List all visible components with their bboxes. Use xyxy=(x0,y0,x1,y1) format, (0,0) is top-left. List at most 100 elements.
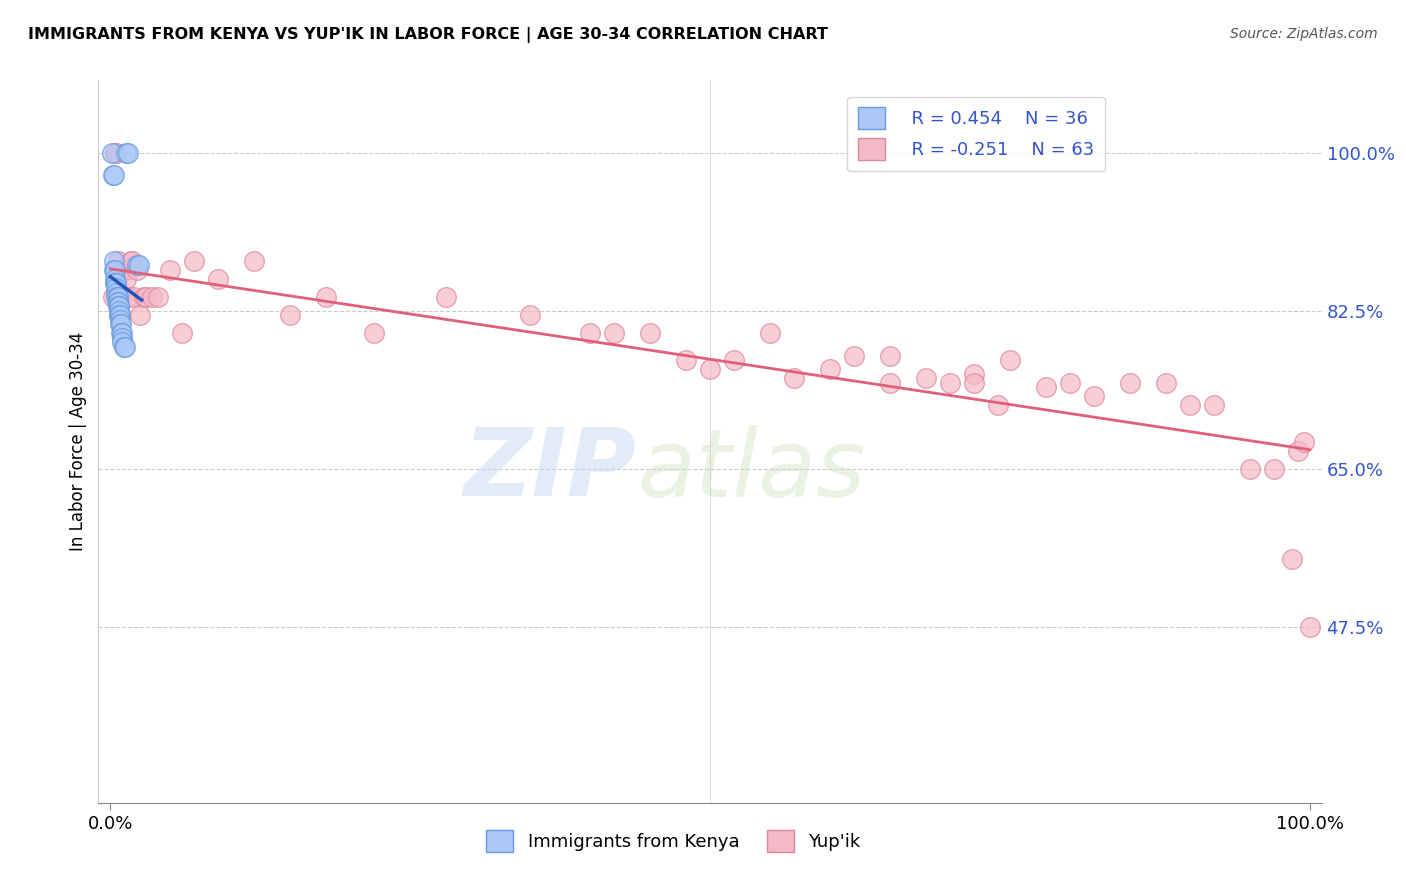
Point xyxy=(111,263,134,277)
Point xyxy=(141,290,163,304)
Point xyxy=(1083,389,1105,403)
Point xyxy=(128,259,150,273)
Point xyxy=(1178,398,1201,412)
Point xyxy=(111,326,134,341)
Point xyxy=(105,290,128,304)
Point xyxy=(172,326,194,341)
Point xyxy=(101,168,124,182)
Point xyxy=(108,317,131,331)
Point xyxy=(108,308,131,322)
Point xyxy=(183,254,205,268)
Point xyxy=(104,277,127,291)
Point xyxy=(207,272,229,286)
Point xyxy=(103,168,125,182)
Point xyxy=(159,263,181,277)
Point xyxy=(108,303,129,318)
Legend: Immigrants from Kenya, Yup'ik: Immigrants from Kenya, Yup'ik xyxy=(479,822,868,859)
Point xyxy=(104,272,127,286)
Point xyxy=(124,290,146,304)
Point xyxy=(115,145,138,160)
Point xyxy=(963,367,986,381)
Point xyxy=(101,290,124,304)
Point xyxy=(107,290,129,304)
Point xyxy=(1239,461,1261,475)
Point xyxy=(107,294,129,309)
Point xyxy=(125,259,148,273)
Point xyxy=(243,254,266,268)
Point xyxy=(1263,461,1285,475)
Point xyxy=(107,294,129,309)
Point xyxy=(987,398,1010,412)
Point xyxy=(1154,376,1177,390)
Point xyxy=(110,290,132,304)
Point xyxy=(759,326,782,341)
Point xyxy=(1059,376,1081,390)
Point xyxy=(104,145,127,160)
Point xyxy=(939,376,962,390)
Point xyxy=(107,290,129,304)
Point xyxy=(100,145,122,160)
Point xyxy=(120,254,142,268)
Point xyxy=(1298,620,1320,634)
Point xyxy=(110,317,132,331)
Point xyxy=(879,349,901,363)
Point xyxy=(603,326,626,341)
Text: ZIP: ZIP xyxy=(464,425,637,516)
Point xyxy=(105,145,128,160)
Point xyxy=(105,285,128,300)
Point xyxy=(699,362,721,376)
Point xyxy=(108,290,129,304)
Point xyxy=(108,312,131,326)
Point xyxy=(1286,443,1309,458)
Point xyxy=(818,362,841,376)
Point xyxy=(842,349,865,363)
Point xyxy=(579,326,602,341)
Point xyxy=(112,340,135,354)
Point xyxy=(103,254,125,268)
Point xyxy=(107,254,129,268)
Point xyxy=(110,326,132,341)
Point xyxy=(108,299,129,313)
Point xyxy=(107,290,129,304)
Y-axis label: In Labor Force | Age 30-34: In Labor Force | Age 30-34 xyxy=(69,332,87,551)
Point xyxy=(107,299,129,313)
Point xyxy=(105,277,128,291)
Point xyxy=(103,263,125,277)
Point xyxy=(132,290,155,304)
Point xyxy=(129,308,152,322)
Point xyxy=(148,290,170,304)
Text: IMMIGRANTS FROM KENYA VS YUP'IK IN LABOR FORCE | AGE 30-34 CORRELATION CHART: IMMIGRANTS FROM KENYA VS YUP'IK IN LABOR… xyxy=(28,27,828,43)
Text: atlas: atlas xyxy=(637,425,865,516)
Point xyxy=(675,353,697,368)
Text: Source: ZipAtlas.com: Source: ZipAtlas.com xyxy=(1230,27,1378,41)
Point xyxy=(104,263,127,277)
Point xyxy=(315,290,337,304)
Point xyxy=(125,263,148,277)
Point xyxy=(519,308,541,322)
Point xyxy=(114,263,136,277)
Point xyxy=(117,290,139,304)
Point xyxy=(1035,380,1057,394)
Point xyxy=(363,326,385,341)
Point xyxy=(1202,398,1225,412)
Point xyxy=(783,371,806,385)
Point xyxy=(115,272,138,286)
Point xyxy=(135,290,157,304)
Point xyxy=(1292,434,1315,449)
Point xyxy=(915,371,938,385)
Point xyxy=(117,145,139,160)
Point xyxy=(1119,376,1142,390)
Point xyxy=(963,376,986,390)
Point xyxy=(998,353,1021,368)
Point xyxy=(111,331,134,345)
Point xyxy=(108,299,129,313)
Point xyxy=(121,254,143,268)
Point xyxy=(434,290,457,304)
Point xyxy=(108,308,129,322)
Point xyxy=(105,281,128,295)
Point xyxy=(278,308,301,322)
Point xyxy=(638,326,661,341)
Point xyxy=(723,353,745,368)
Point xyxy=(114,340,136,354)
Point xyxy=(105,277,128,291)
